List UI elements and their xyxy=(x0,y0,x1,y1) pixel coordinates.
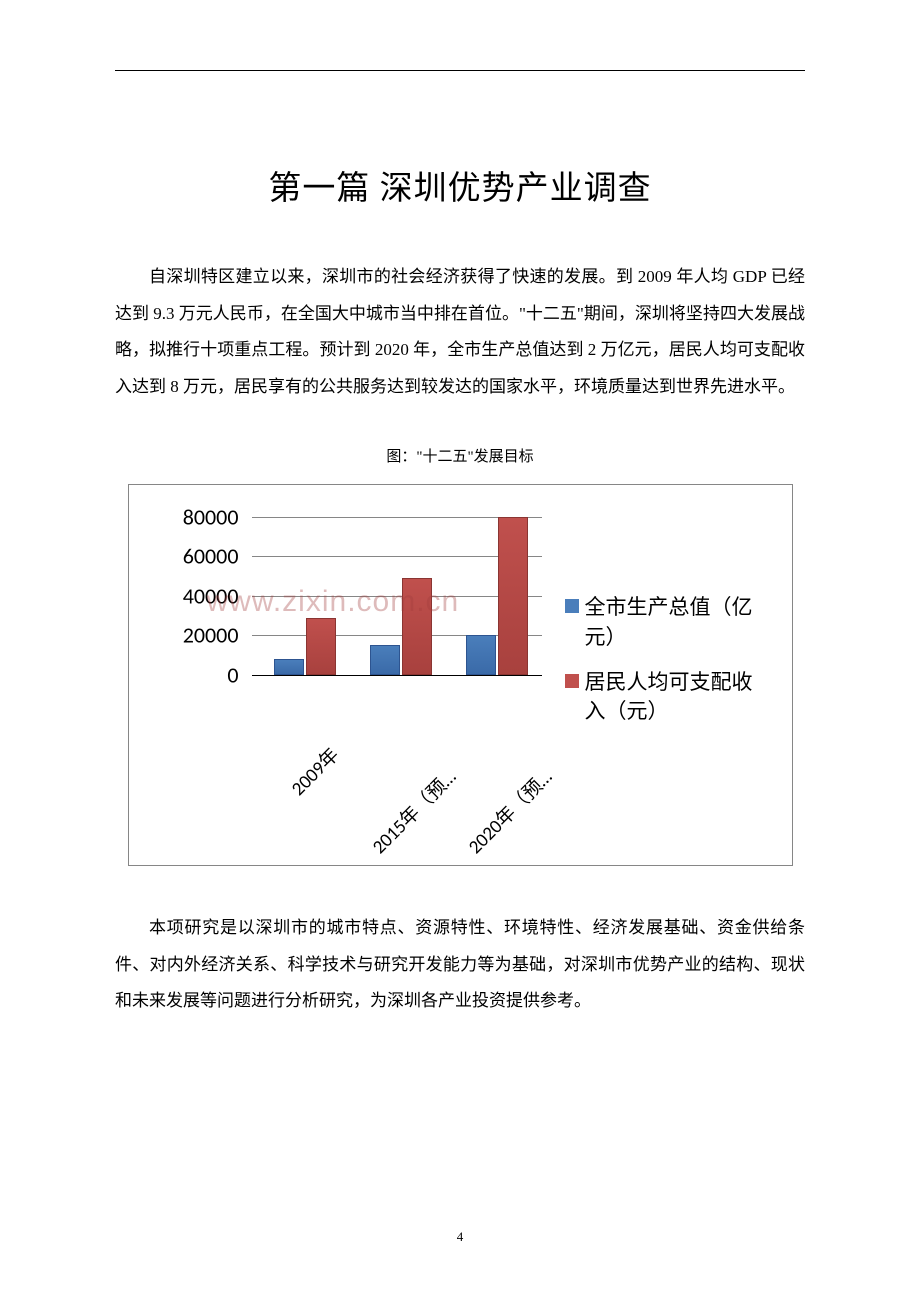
chart-caption: 图："十二五"发展目标 xyxy=(115,445,805,466)
y-tick-20000: 20000 xyxy=(183,622,239,649)
x-label-2020: 2020年（预… xyxy=(461,763,557,859)
y-tick-80000: 80000 xyxy=(183,504,239,531)
legend-label-gdp: 全市生产总值（亿元） xyxy=(585,593,765,652)
page-title: 第一篇 深圳优势产业调查 xyxy=(115,161,805,209)
bar-gdp-2015 xyxy=(370,645,400,675)
x-axis-labels: 2009年 2015年（预… 2020年（预… xyxy=(252,685,582,835)
x-label-2009: 2009年 xyxy=(284,741,344,801)
document-page: 第一篇 深圳优势产业调查 自深圳特区建立以来，深圳市的社会经济获得了快速的发展。… xyxy=(0,0,920,1068)
legend-item-gdp: 全市生产总值（亿元） xyxy=(565,593,765,652)
chart-inner: www.zixin.com.cn 80000 60000 40000 20000… xyxy=(157,505,772,850)
legend-swatch-blue xyxy=(565,599,579,613)
y-tick-0: 0 xyxy=(227,662,238,689)
chart-legend: 全市生产总值（亿元） 居民人均可支配收入（元） xyxy=(565,593,765,743)
chart-container: www.zixin.com.cn 80000 60000 40000 20000… xyxy=(128,484,793,866)
chart-watermark: www.zixin.com.cn xyxy=(207,585,460,619)
x-label-2015: 2015年（预… xyxy=(365,763,461,859)
x-axis-line xyxy=(252,675,542,676)
legend-label-income: 居民人均可支配收入（元） xyxy=(585,668,765,727)
header-rule xyxy=(115,70,805,71)
y-tick-60000: 60000 xyxy=(183,543,239,570)
intro-paragraph: 自深圳特区建立以来，深圳市的社会经济获得了快速的发展。到 2009 年人均 GD… xyxy=(115,259,805,405)
legend-item-income: 居民人均可支配收入（元） xyxy=(565,668,765,727)
summary-paragraph: 本项研究是以深圳市的城市特点、资源特性、环境特性、经济发展基础、资金供给条件、对… xyxy=(115,910,805,1020)
page-number: 4 xyxy=(457,1229,464,1245)
bar-income-2009 xyxy=(306,618,336,675)
bar-gdp-2009 xyxy=(274,659,304,675)
legend-swatch-red xyxy=(565,674,579,688)
bar-income-2020 xyxy=(498,517,528,675)
bar-gdp-2020 xyxy=(466,635,496,675)
